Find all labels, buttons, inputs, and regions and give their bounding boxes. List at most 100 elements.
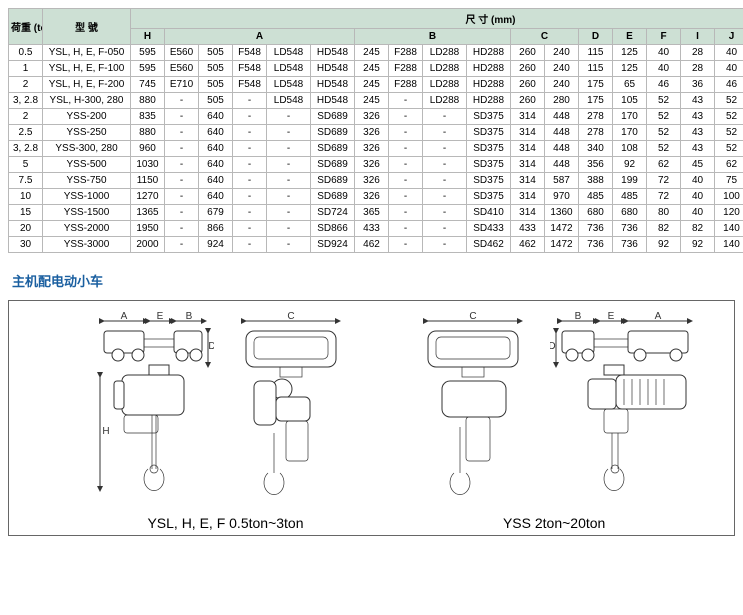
cell: - <box>423 141 467 157</box>
cell: - <box>165 109 199 125</box>
cell: 314 <box>511 125 545 141</box>
col-H: H <box>131 29 165 45</box>
cell: - <box>233 189 267 205</box>
cell: 2 <box>9 77 43 93</box>
cell: 45 <box>681 157 715 173</box>
cell: 314 <box>511 173 545 189</box>
cell: 314 <box>511 109 545 125</box>
cell: - <box>165 93 199 109</box>
table-row: 2.5YSS-250880-640--SD689326--SD375314448… <box>9 125 743 141</box>
cell: E710 <box>165 77 199 93</box>
cell: - <box>423 125 467 141</box>
cell: 448 <box>545 125 579 141</box>
cell: 314 <box>511 141 545 157</box>
cell: 52 <box>647 141 681 157</box>
cell: - <box>233 93 267 109</box>
cell: 314 <box>511 189 545 205</box>
cell: 108 <box>613 141 647 157</box>
diagram-yss-front: C <box>408 309 538 509</box>
cell: - <box>233 237 267 253</box>
cell: - <box>423 189 467 205</box>
col-F: F <box>647 29 681 45</box>
cell: 314 <box>511 205 545 221</box>
cell: 485 <box>579 189 613 205</box>
cell: 15 <box>9 205 43 221</box>
cell: 52 <box>715 141 743 157</box>
cell: 245 <box>355 77 389 93</box>
cell: - <box>165 221 199 237</box>
diagram-left-group: A E B D <box>94 309 356 531</box>
cell: 43 <box>681 141 715 157</box>
cell: 448 <box>545 141 579 157</box>
cell: 40 <box>715 45 743 61</box>
col-I: I <box>681 29 715 45</box>
cell: 960 <box>131 141 165 157</box>
cell: SD375 <box>467 109 511 125</box>
cell: 28 <box>681 61 715 77</box>
dim-c: C <box>288 311 295 322</box>
cell: SD375 <box>467 157 511 173</box>
cell: HD288 <box>467 93 511 109</box>
cell: - <box>389 125 423 141</box>
cell: 7.5 <box>9 173 43 189</box>
cell: 462 <box>355 237 389 253</box>
cell: 326 <box>355 125 389 141</box>
cell: 970 <box>545 189 579 205</box>
cell: 866 <box>199 221 233 237</box>
cell: YSS-750 <box>43 173 131 189</box>
table-row: 30YSS-30002000-924--SD924462--SD46246214… <box>9 237 743 253</box>
caption-right: YSS 2ton~20ton <box>503 515 605 531</box>
cell: 736 <box>579 237 613 253</box>
cell: 65 <box>613 77 647 93</box>
cell: 245 <box>355 61 389 77</box>
cell: - <box>267 125 311 141</box>
cell: - <box>423 221 467 237</box>
cell: 80 <box>647 205 681 221</box>
cell: E560 <box>165 45 199 61</box>
cell: LD548 <box>267 77 311 93</box>
cell: F548 <box>233 61 267 77</box>
cell: 245 <box>355 45 389 61</box>
cell: YSS-250 <box>43 125 131 141</box>
cell: F288 <box>389 61 423 77</box>
cell: 140 <box>715 221 743 237</box>
cell: YSS-500 <box>43 157 131 173</box>
cell: 485 <box>613 189 647 205</box>
cell: - <box>233 173 267 189</box>
cell: 40 <box>715 61 743 77</box>
cell: 640 <box>199 109 233 125</box>
dim-b: B <box>186 311 193 322</box>
cell: HD288 <box>467 61 511 77</box>
cell: 505 <box>199 93 233 109</box>
cell: 505 <box>199 61 233 77</box>
cell: 1950 <box>131 221 165 237</box>
cell: - <box>165 157 199 173</box>
cell: YSL, H, E, F-050 <box>43 45 131 61</box>
cell: 640 <box>199 157 233 173</box>
cell: - <box>233 221 267 237</box>
cell: 433 <box>355 221 389 237</box>
table-row: 20YSS-20001950-866--SD866433--SD43343314… <box>9 221 743 237</box>
cell: YSL, H, E, F-200 <box>43 77 131 93</box>
caption-left: YSL, H, E, F 0.5ton~3ton <box>147 515 303 531</box>
cell: - <box>267 173 311 189</box>
cell: HD548 <box>311 61 355 77</box>
cell: 260 <box>511 93 545 109</box>
cell: 587 <box>545 173 579 189</box>
cell: 170 <box>613 109 647 125</box>
cell: 62 <box>647 157 681 173</box>
cell: 120 <box>715 205 743 221</box>
cell: LD548 <box>267 93 311 109</box>
cell: 3, 2.8 <box>9 141 43 157</box>
cell: 43 <box>681 93 715 109</box>
cell: - <box>389 221 423 237</box>
table-body: 0.5YSL, H, E, F-050595E560505F548LD548HD… <box>9 45 743 253</box>
cell: - <box>233 109 267 125</box>
cell: YSL, H, E, F-100 <box>43 61 131 77</box>
cell: 0.5 <box>9 45 43 61</box>
cell: 1 <box>9 61 43 77</box>
label: 尺 寸 (mm) <box>466 15 516 26</box>
cell: SD866 <box>311 221 355 237</box>
diagram-right-group: C B E A <box>408 309 700 531</box>
cell: 82 <box>681 221 715 237</box>
